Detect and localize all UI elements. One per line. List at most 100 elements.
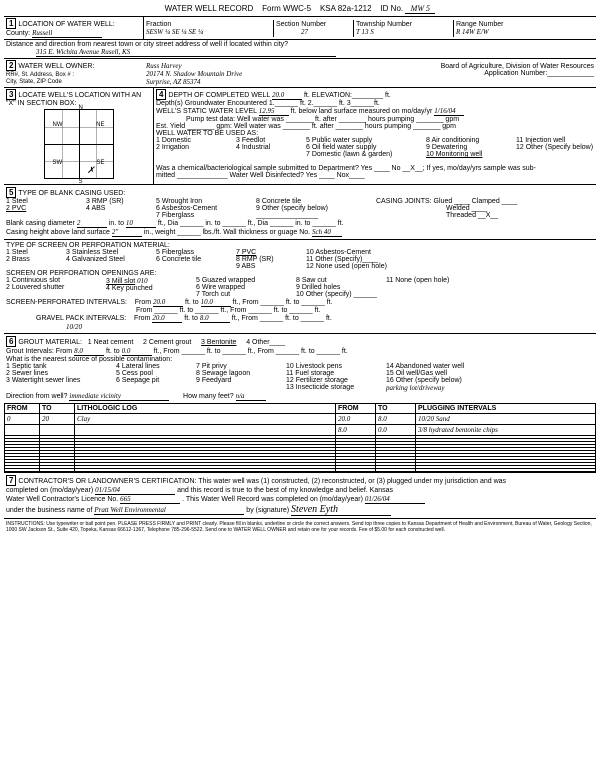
owner-addr1: 20174 N. Shadow Mountain Drive — [146, 70, 242, 78]
p10: 10 Livestock pens — [286, 363, 342, 370]
u12: 12 Other (Specify below) — [516, 144, 593, 151]
dir: immediate vicinity — [69, 392, 169, 401]
int-lbl: SCREEN-PERFORATED INTERVALS: — [6, 299, 127, 306]
u1: 1 Domestic — [156, 137, 191, 144]
num-4: 4 — [156, 89, 166, 100]
id-prefix: ID No. — [380, 4, 403, 13]
p3: 3 Watertight sewer lines — [6, 377, 80, 384]
dia-in: in. to — [109, 220, 124, 227]
section-1: 1 LOCATION OF WATER WELL: County: Russel… — [4, 16, 596, 39]
p2: 2 Sewer lines — [6, 370, 48, 377]
plug-h: PLUGGING INTERVALS — [416, 404, 596, 414]
county: Russell — [32, 29, 102, 38]
c8: 8 Concrete tile — [256, 198, 301, 205]
board: Board of Agriculture, Division of Water … — [441, 63, 594, 70]
sw-date: 1/16/04 — [434, 107, 464, 116]
gt: 0.0 — [122, 347, 152, 356]
s5: 5 Fiberglass — [156, 249, 194, 256]
s7: 7 PVC — [236, 249, 256, 256]
cert-sig: Steven Eyth — [291, 504, 391, 516]
p12: 12 Fertilizer storage — [286, 377, 348, 384]
fraction-lbl: Fraction — [146, 21, 171, 28]
dist-lbl: Distance and direction from nearest town… — [6, 41, 288, 48]
sch: Sch 40 — [312, 228, 342, 237]
p13: 13 Insecticide storage — [286, 384, 354, 391]
s10: 10 Asbestos-Cement — [306, 249, 371, 256]
p11: 11 Fuel storage — [286, 370, 334, 377]
form-no: Form WWC-5 — [262, 4, 311, 13]
cert-biz: Pratt Well Environmental — [94, 506, 244, 515]
depth-label: DEPTH OF COMPLETED WELL — [168, 92, 270, 99]
se: SE — [96, 160, 104, 166]
ne: NE — [96, 122, 104, 128]
o3: 3 Mill slot — [106, 278, 135, 285]
g3: 3 Bentonite — [201, 339, 236, 346]
sw: 12.95 — [259, 107, 289, 116]
src-lbl: What is the nearest source of possible c… — [6, 356, 172, 363]
form-header: WATER WELL RECORD Form WWC-5 KSA 82a-121… — [4, 4, 596, 14]
dia-ft: ft., Dia ______ in. to ______ ft., Dia _… — [158, 220, 344, 227]
county-lbl: County: — [6, 30, 30, 37]
u8: 8 Air conditioning — [426, 137, 479, 144]
c3: 3 RMP (SR) — [86, 198, 124, 205]
num-1: 1 — [6, 18, 16, 29]
range-lbl: Range Number — [456, 21, 503, 28]
uses: 1 Domestic 2 Irrigation 3 Feedlot 4 Indu… — [156, 137, 594, 158]
cert-l3a: Water Well Contractor's Licence No. — [6, 496, 118, 503]
owner-label: WATER WELL OWNER: — [18, 63, 94, 70]
gw-lbl: Depth(s) Groundwater Encountered — [156, 100, 267, 107]
range: R 14W E/W — [456, 28, 489, 36]
lith-table: FROM TO LITHOLOGIC LOG FROM TO PLUGGING … — [4, 403, 596, 472]
id-no: MW 5 — [405, 4, 435, 14]
cert-l2a: completed on (mo/day/year) — [6, 487, 93, 494]
section-box: NW NE SW SE ✗ — [44, 109, 114, 179]
elev-lbl: ft. ELEVATION: — [304, 92, 352, 99]
gw1: 1. — [269, 100, 275, 107]
s3: 3 Stainless Steel — [66, 249, 118, 256]
num-2: 2 — [6, 60, 16, 71]
o8: 8 Saw cut — [296, 277, 327, 284]
u5: 5 Public water supply — [306, 137, 372, 144]
pto-h: TO — [376, 404, 416, 414]
u10: 10 Monitoring well — [426, 151, 482, 158]
cert-l4a: under the business name of — [6, 507, 92, 514]
height-after: in., weight ______ lbs./ft. Wall thickne… — [144, 229, 310, 236]
c6: 6 Asbestos-Cement — [156, 205, 217, 212]
feet: n/a — [236, 392, 266, 401]
g-after: ft., From ______ ft. to ______ ft., From… — [154, 348, 348, 355]
s11: 11 Other (Specify)____ — [306, 256, 378, 263]
o10: 10 Other (specify) ______ — [296, 291, 377, 298]
gp-lbl: GRAVEL PACK INTERVALS: — [36, 315, 126, 322]
dir-lbl: Direction from well? — [6, 393, 67, 400]
u3: 3 Feedlot — [236, 137, 265, 144]
screen-section: TYPE OF SCREEN OR PERFORATION MATERIAL: … — [4, 239, 596, 333]
chem-lbl: Was a chemical/bacteriological sample su… — [156, 165, 536, 172]
c1: 1 Steel — [6, 198, 28, 205]
section-6: 6 GROUT MATERIAL: 1 Neat cement 2 Cement… — [4, 333, 596, 403]
est-lbl: Est. Yield _______ gpm: Well water was _… — [156, 123, 456, 130]
joints-lbl: CASING JOINTS: Glued ____ Clamped ____ — [376, 198, 517, 205]
use-lbl: WELL WATER TO BE USED AS: — [156, 130, 258, 137]
s2: 2 Brass — [6, 256, 30, 263]
i1f: 20.0 — [153, 298, 183, 307]
o7: 7 Torch cut — [196, 291, 230, 298]
p7: 7 Pit privy — [196, 363, 227, 370]
o11: 11 None (open hole) — [386, 277, 449, 284]
table-row: 8.00.03/8 hydrated bentonite chips — [5, 425, 596, 436]
dia-lbl: Blank casing diameter — [6, 220, 75, 227]
nw: NW — [53, 122, 63, 128]
p14: 14 Abandoned water well — [386, 363, 464, 370]
depth-val: 20.0 — [272, 91, 302, 100]
p16: 16 Other (specify below) — [386, 377, 462, 384]
sw-lbl: WELL'S STATIC WATER LEVEL — [156, 108, 257, 115]
owner-sub: RR#, St. Address, Box # : City, State, Z… — [6, 72, 74, 85]
o4: 4 Key punched — [106, 285, 153, 292]
cert-date1: 01/15/04 — [95, 486, 175, 495]
i1t: 10.0 — [201, 298, 231, 307]
c2: 2 PVC — [6, 205, 26, 212]
feet-lbl: How many feet? — [183, 393, 234, 400]
cert-l4b: by (signature) — [246, 507, 289, 514]
owner-addr2: Surprise, AZ 85374 — [146, 78, 201, 86]
section-lbl: Section Number — [276, 21, 326, 28]
to-h: TO — [40, 404, 75, 414]
